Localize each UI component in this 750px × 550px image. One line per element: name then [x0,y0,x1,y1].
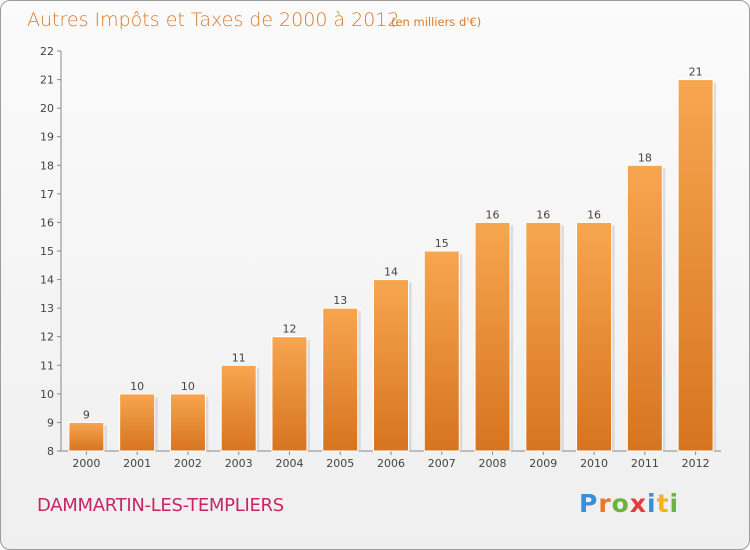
commune-name: DAMMARTIN-LES-TEMPLIERS [37,495,284,516]
y-tick-label: 13 [40,302,54,315]
data-label: 18 [638,151,652,164]
data-label: 10 [130,380,144,393]
y-tick-label: 16 [40,216,54,229]
x-tick-label: 2008 [479,457,507,470]
bar-2008 [474,221,511,452]
x-tick-label: 2009 [529,457,557,470]
bar-2012 [677,79,714,452]
logo-letter: o [611,489,630,518]
bars [68,79,717,452]
bar-2004 [271,336,308,452]
bar-2010 [576,221,613,452]
data-label: 10 [181,380,195,393]
x-tick-label: 2011 [631,457,659,470]
proxiti-logo: Proxiti [579,489,679,518]
x-tick-label: 2002 [174,457,202,470]
data-label: 9 [83,408,90,421]
bar-2000 [68,421,105,452]
y-tick-label: 22 [40,45,54,58]
data-label: 14 [384,266,398,279]
bar-2001 [119,393,156,452]
x-tick-label: 2006 [377,457,405,470]
y-tick-label: 10 [40,388,54,401]
chart-title: Autres Impôts et Taxes de 2000 à 2012 [27,9,400,31]
logo-letter: i [647,489,657,518]
x-tick-label: 2000 [72,457,100,470]
bar-2003 [220,364,257,452]
x-tick-label: 2007 [428,457,456,470]
data-label: 15 [435,237,449,250]
y-tick-label: 18 [40,159,54,172]
y-tick-label: 19 [40,131,54,144]
bar-2002 [169,393,206,452]
data-labels: 2000 9 2001 10 2002 10 2003 11 2004 12 2005 13 2006 1… [72,66,709,470]
logo-letter: P [579,489,599,518]
data-label: 13 [333,294,347,307]
bar-2007 [423,250,460,452]
bar-2005 [322,307,359,452]
y-tick-label: 21 [40,74,54,87]
bar-2009 [525,221,562,452]
y-tick-label: 11 [40,359,54,372]
x-tick-label: 2005 [326,457,354,470]
bar-2006 [373,279,409,452]
bar-2011 [626,164,663,452]
chart-subtitle: (en milliers d'€) [391,15,481,29]
data-label: 12 [282,323,296,336]
y-tick-label: 12 [40,331,54,344]
logo-letter: r [598,489,612,518]
x-tick-label: 2012 [682,457,710,470]
logo-letter: x [629,489,647,518]
data-label: 21 [689,66,703,79]
logo-letter: i [669,489,680,518]
y-tick-label: 17 [40,188,54,201]
y-tick-label: 15 [40,245,54,258]
x-tick-label: 2001 [123,457,151,470]
x-tick-label: 2010 [580,457,608,470]
y-tick-label: 8 [47,445,54,458]
x-tick-label: 2004 [275,457,303,470]
data-label: 11 [232,351,246,364]
data-label: 16 [587,208,601,221]
y-tick-label: 14 [40,274,54,287]
y-tick-label: 9 [47,416,54,429]
logo-letter: t [656,489,670,518]
x-tick-label: 2003 [225,457,253,470]
data-label: 16 [486,208,500,221]
y-tick-label: 20 [40,102,54,115]
data-label: 16 [536,208,550,221]
